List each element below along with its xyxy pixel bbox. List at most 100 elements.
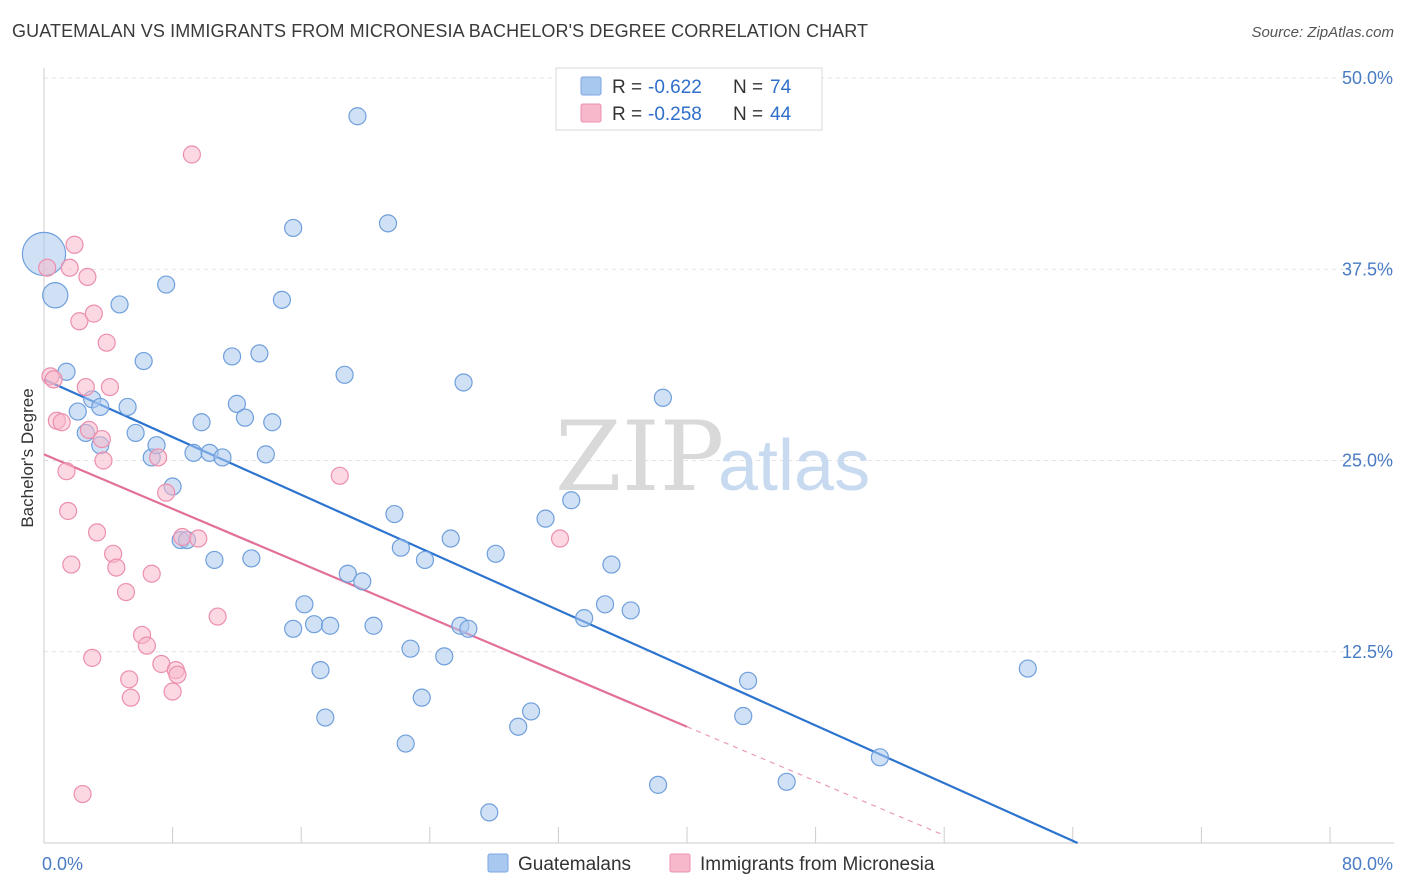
watermark-zip: ZIP (555, 401, 724, 513)
data-point (364, 616, 383, 635)
data-point (57, 462, 76, 481)
data-point (87, 523, 107, 542)
data-point (330, 466, 349, 485)
data-point (92, 429, 111, 449)
data-point (62, 555, 81, 574)
data-point (121, 688, 140, 707)
data-point (353, 572, 372, 591)
bottom-legend-swatch-guatemalans (487, 853, 509, 873)
data-point (149, 448, 168, 467)
data-point (163, 682, 182, 701)
data-point (321, 616, 340, 635)
data-point (184, 443, 203, 462)
data-point (189, 529, 208, 548)
bottom-legend-label-guatemalans: Guatemalans (518, 854, 631, 875)
data-point (213, 448, 232, 467)
data-point (182, 145, 201, 164)
data-point (235, 408, 255, 427)
data-point (208, 607, 227, 626)
data-point (70, 312, 89, 331)
data-point (653, 388, 672, 407)
data-point (42, 282, 69, 309)
data-point (550, 529, 570, 548)
y-tick-label: 25.0% (1342, 451, 1393, 471)
data-point (250, 344, 269, 363)
data-point (595, 595, 615, 614)
y-axis-label: Bachelor's Degree (18, 388, 37, 527)
data-point (738, 671, 758, 690)
data-point (602, 555, 621, 574)
data-point (134, 351, 153, 371)
data-point (509, 717, 528, 736)
data-point (44, 370, 63, 389)
data-point (157, 483, 176, 502)
data-point (454, 373, 473, 392)
data-point (59, 501, 78, 521)
data-point (575, 608, 594, 628)
legend-swatch-micronesia (580, 103, 602, 123)
data-point (435, 647, 454, 666)
legend-swatch-guatemalans (580, 76, 602, 96)
legend-r-value-2: -0.258 (648, 104, 702, 125)
legend-n-label-2: N = (733, 104, 763, 125)
legend-r-label-1: R = (612, 77, 642, 98)
data-point (284, 619, 303, 638)
data-point (173, 527, 192, 547)
data-point (284, 218, 303, 238)
bottom-legend: Guatemalans Immigrants from Micronesia (487, 853, 935, 875)
data-point (116, 582, 136, 602)
data-points (21, 107, 1037, 822)
data-point (79, 420, 99, 439)
data-point (648, 775, 668, 794)
series-1 (38, 145, 570, 804)
data-point (157, 275, 176, 294)
data-point (94, 451, 113, 470)
data-point (107, 558, 126, 577)
data-point (242, 549, 261, 568)
data-point (100, 377, 120, 397)
data-point (459, 619, 478, 638)
legend-n-value-2: 44 (770, 104, 792, 125)
data-point (391, 538, 410, 557)
trend-line-extension-1 (686, 726, 945, 836)
data-point (621, 601, 640, 620)
data-point (415, 550, 435, 570)
data-point (348, 107, 367, 126)
data-point (272, 290, 292, 309)
x-tick-labels: 0.0% 80.0% (42, 854, 1393, 874)
data-point (295, 595, 314, 614)
data-point (84, 304, 103, 323)
data-point (401, 639, 420, 658)
data-point (38, 258, 57, 277)
legend-box: R = -0.622 N = 74 R = -0.258 N = 44 (555, 67, 823, 131)
data-point (91, 397, 110, 417)
data-point (168, 665, 187, 684)
trend-line-1 (43, 453, 688, 728)
data-point (68, 402, 87, 421)
data-point (536, 509, 555, 528)
data-point (97, 333, 116, 352)
data-point (83, 648, 102, 667)
data-point (396, 734, 415, 753)
bottom-legend-label-micronesia: Immigrants from Micronesia (700, 854, 935, 875)
data-point (227, 394, 246, 413)
data-point (76, 377, 95, 397)
source-label: Source: ZipAtlas.com (1251, 24, 1394, 41)
data-point (126, 423, 145, 443)
x-tick-label-min: 0.0% (42, 854, 83, 874)
data-point (263, 413, 282, 432)
data-point (120, 670, 139, 689)
bottom-legend-swatch-micronesia (669, 853, 691, 873)
data-point (73, 784, 92, 804)
data-point (486, 544, 505, 563)
data-point (205, 550, 224, 570)
data-point (562, 491, 581, 510)
series-0 (21, 107, 1037, 822)
watermark-atlas: atlas (718, 426, 870, 506)
data-point (412, 688, 431, 707)
data-point (521, 702, 541, 721)
data-point (311, 661, 330, 680)
data-point (378, 214, 398, 233)
x-tick-label-max: 80.0% (1342, 854, 1393, 874)
data-point (142, 564, 161, 583)
